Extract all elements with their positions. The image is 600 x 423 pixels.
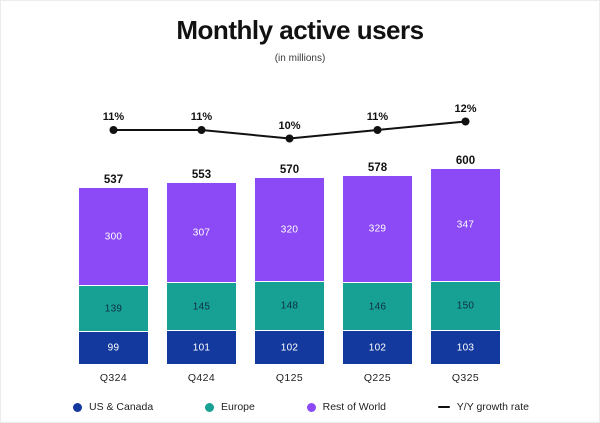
segment-value: 320 xyxy=(280,224,299,235)
growth-rate-label: 11% xyxy=(102,111,125,123)
segment-value: 146 xyxy=(368,301,387,312)
segment-value: 347 xyxy=(456,219,475,231)
segment-value: 139 xyxy=(104,303,123,314)
bar-segment-rest-of-world: 329 xyxy=(343,176,412,282)
bar-segment-europe: 146 xyxy=(343,283,412,330)
x-axis-label: Q125 xyxy=(275,372,304,384)
growth-point xyxy=(197,126,206,134)
segment-value: 329 xyxy=(368,223,387,235)
bar-segment-us-canada: 101 xyxy=(167,331,236,364)
bar-segment-europe: 150 xyxy=(431,282,500,330)
growth-rate-label: 10% xyxy=(278,119,301,132)
growth-point xyxy=(373,126,382,134)
chart-subtitle: (in millions) xyxy=(274,53,326,64)
x-axis-label: Q325 xyxy=(451,372,480,384)
legend-item-y-y-growth-rate: Y/Y growth rate xyxy=(437,401,529,413)
bar-segment-us-canada: 99 xyxy=(79,332,148,364)
bar-segment-us-canada: 103 xyxy=(431,331,500,364)
growth-point xyxy=(461,117,470,126)
legend-dash-icon xyxy=(437,405,450,409)
bar-segment-europe: 148 xyxy=(255,282,324,330)
bar-total-label: 578 xyxy=(367,162,388,174)
growth-rate-label: 12% xyxy=(454,102,477,115)
segment-value: 150 xyxy=(456,300,475,312)
x-axis-label: Q424 xyxy=(187,372,216,384)
growth-rate-label: 11% xyxy=(190,111,213,123)
legend-item-rest-of-world: Rest of World xyxy=(306,401,387,413)
x-axis-label: Q225 xyxy=(363,372,392,384)
legend-label: Y/Y growth rate xyxy=(456,401,529,413)
segment-value: 307 xyxy=(192,227,211,238)
bar-total-label: 600 xyxy=(455,155,476,167)
bar-segment-rest-of-world: 300 xyxy=(79,188,148,285)
chart-title: Monthly active users xyxy=(176,15,424,45)
legend-dot-icon xyxy=(204,402,214,412)
bar-segment-rest-of-world: 320 xyxy=(255,178,324,281)
segment-value: 102 xyxy=(280,342,299,353)
segment-value: 148 xyxy=(280,300,299,312)
bar-total-label: 537 xyxy=(103,174,124,186)
bar-segment-europe: 139 xyxy=(79,286,148,331)
legend-label: Rest of World xyxy=(322,401,387,413)
segment-value: 101 xyxy=(192,342,211,353)
segment-value: 300 xyxy=(104,231,123,242)
bar-segment-europe: 145 xyxy=(167,283,236,330)
segment-value: 145 xyxy=(192,301,211,312)
x-axis-label: Q324 xyxy=(99,372,128,384)
bar-segment-rest-of-world: 307 xyxy=(167,183,236,282)
segment-value: 99 xyxy=(107,342,120,354)
legend-label: Europe xyxy=(220,401,255,413)
bar-segment-us-canada: 102 xyxy=(255,331,324,364)
growth-rate-label: 11% xyxy=(366,111,389,123)
legend-label: US & Canada xyxy=(89,401,154,413)
chart-legend: US & Canada Europe Rest of World Y/Y growth… xyxy=(73,401,529,413)
bar-total-label: 570 xyxy=(279,164,300,176)
bar-segment-us-canada: 102 xyxy=(343,331,412,364)
bar-total-label: 553 xyxy=(191,169,212,181)
legend-item-us-canada: US & Canada xyxy=(73,401,153,413)
legend-dot-icon xyxy=(73,402,82,412)
segment-value: 102 xyxy=(368,342,387,353)
legend-item-europe: Europe xyxy=(204,401,255,413)
growth-point xyxy=(285,134,294,143)
segment-value: 103 xyxy=(456,342,475,353)
legend-dot-icon xyxy=(306,402,316,412)
growth-point xyxy=(109,126,118,134)
bar-segment-rest-of-world: 347 xyxy=(431,169,500,281)
